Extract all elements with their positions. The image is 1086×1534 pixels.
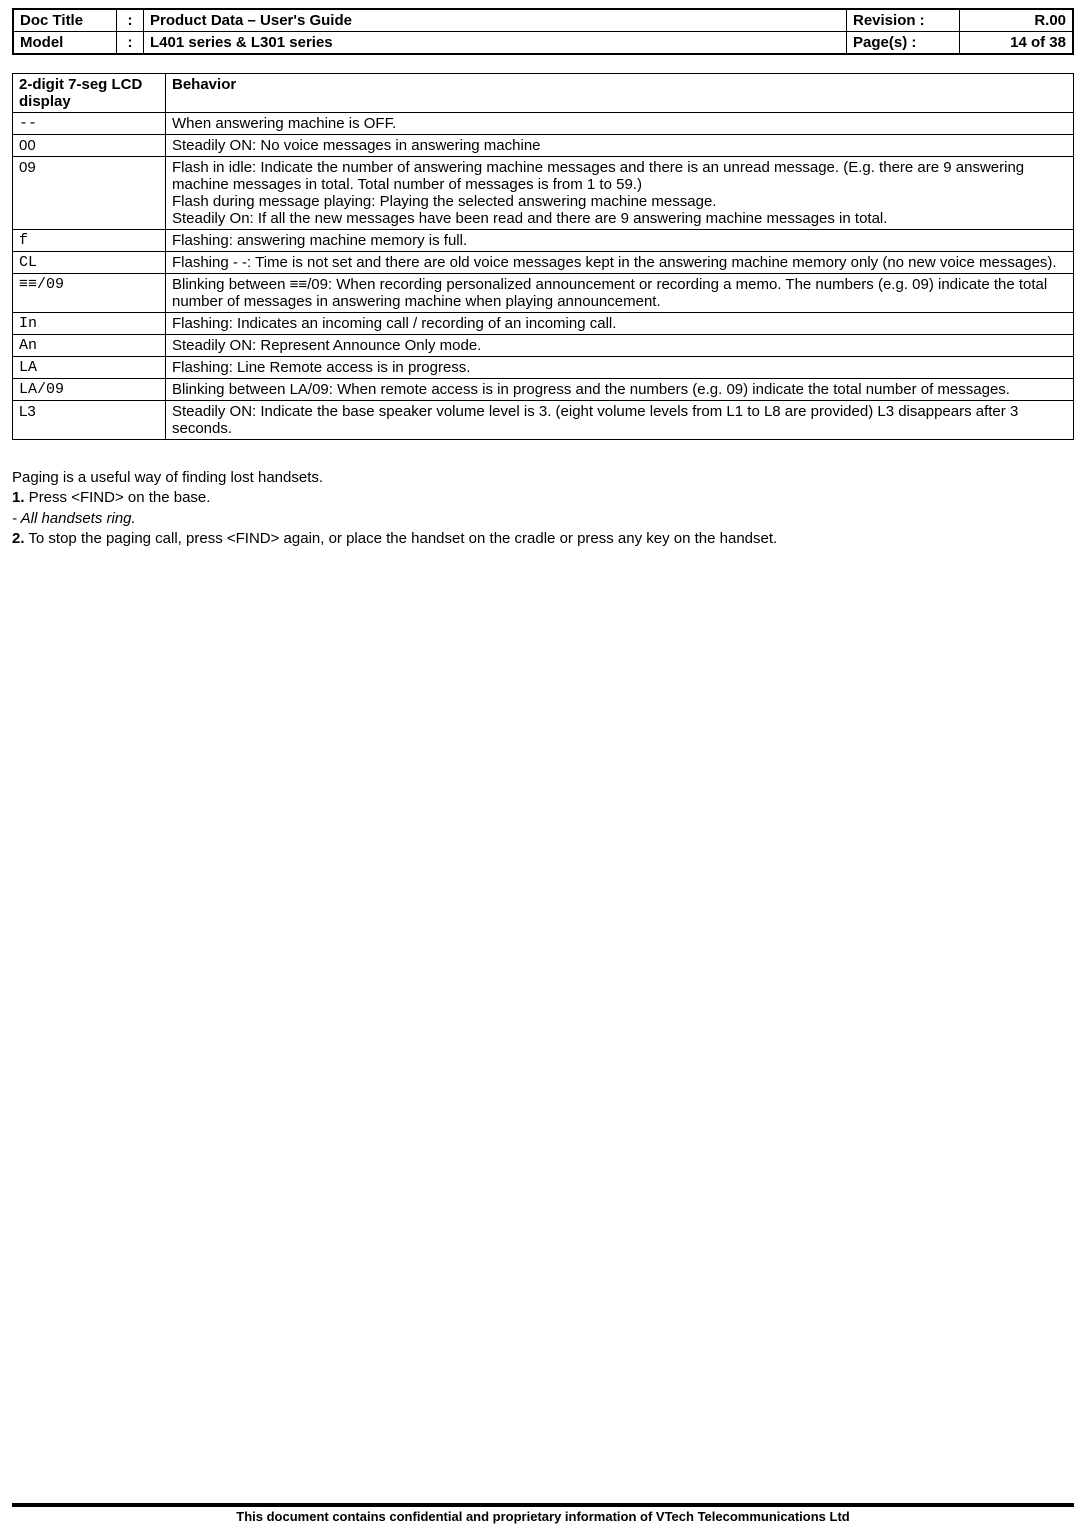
hdr-right-label: Page(s) :: [847, 32, 960, 55]
behavior-text: Flashing: answering machine memory is fu…: [166, 230, 1074, 252]
behavior-text: Steadily ON: Represent Announce Only mod…: [166, 335, 1074, 357]
hdr-colon: :: [117, 9, 144, 32]
behavior-text: Blinking between ≡≡/09: When recording p…: [166, 274, 1074, 313]
display-code: 00: [13, 135, 166, 157]
display-code: CL: [13, 252, 166, 274]
behavior-text: Flashing: Indicates an incoming call / r…: [166, 313, 1074, 335]
behavior-text: Blinking between LA/09: When remote acce…: [166, 379, 1074, 401]
hdr-label: Doc Title: [13, 9, 117, 32]
display-code: f: [13, 230, 166, 252]
col-header-behavior: Behavior: [166, 74, 1074, 113]
page-footer: This document contains confidential and …: [12, 1503, 1074, 1524]
doc-header-table: Doc Title:Product Data – User's GuideRev…: [12, 8, 1074, 55]
behavior-text: Flashing: Line Remote access is in progr…: [166, 357, 1074, 379]
behavior-text: Flash in idle: Indicate the number of an…: [166, 157, 1074, 230]
hdr-label: Model: [13, 32, 117, 55]
display-code: In: [13, 313, 166, 335]
paging-intro: Paging is a useful way of finding lost h…: [12, 468, 1074, 488]
paging-step-1: 1. Press <FIND> on the base.: [12, 488, 1074, 508]
behavior-text: Steadily ON: Indicate the base speaker v…: [166, 401, 1074, 440]
hdr-right-label: Revision :: [847, 9, 960, 32]
hdr-colon: :: [117, 32, 144, 55]
hdr-right-value: 14 of 38: [960, 32, 1074, 55]
display-code: LA/09: [13, 379, 166, 401]
display-code: 09: [13, 157, 166, 230]
paging-step-2: 2. To stop the paging call, press <FIND>…: [12, 529, 1074, 549]
display-code: L3: [13, 401, 166, 440]
display-code: --: [13, 113, 166, 135]
behavior-text: Flashing - -: Time is not set and there …: [166, 252, 1074, 274]
hdr-right-value: R.00: [960, 9, 1074, 32]
display-code: LA: [13, 357, 166, 379]
footer-confidential: This document contains confidential and …: [12, 1503, 1074, 1524]
paging-instructions: Paging is a useful way of finding lost h…: [12, 468, 1074, 549]
hdr-value: Product Data – User's Guide: [144, 9, 847, 32]
behavior-table: 2-digit 7-seg LCD display Behavior --Whe…: [12, 73, 1074, 440]
col-header-display: 2-digit 7-seg LCD display: [13, 74, 166, 113]
hdr-value: L401 series & L301 series: [144, 32, 847, 55]
paging-ring-note: - All handsets ring.: [12, 509, 1074, 529]
behavior-text: Steadily ON: No voice messages in answer…: [166, 135, 1074, 157]
display-code: ≡≡/09: [13, 274, 166, 313]
display-code: An: [13, 335, 166, 357]
behavior-text: When answering machine is OFF.: [166, 113, 1074, 135]
